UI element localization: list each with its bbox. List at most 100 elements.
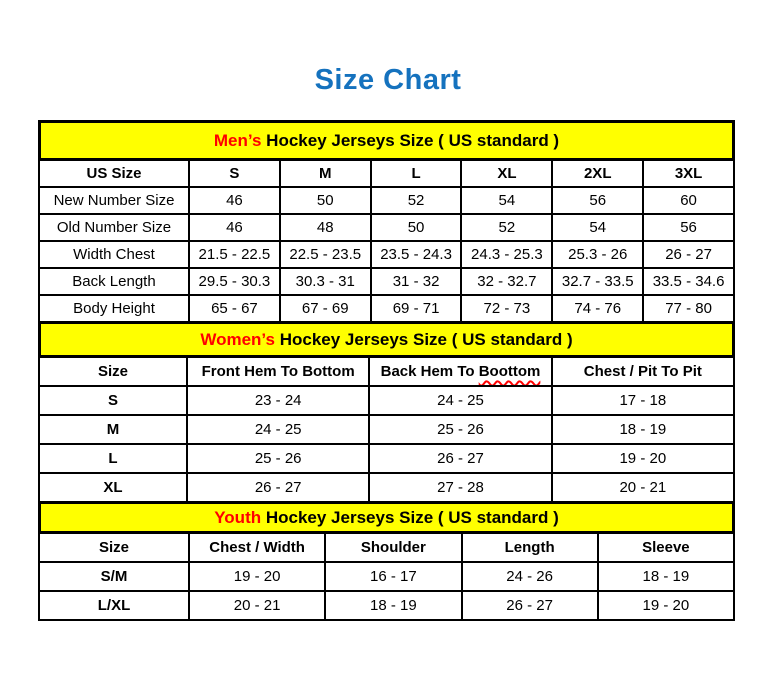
table-cell: 23.5 - 24.3 xyxy=(369,240,463,269)
column-header: Length xyxy=(460,532,599,563)
table-cell: 23 - 24 xyxy=(185,385,371,416)
column-header: US Size xyxy=(38,159,190,188)
table-cell: 19 - 20 xyxy=(550,443,736,474)
column-header: Front Hem To Bottom xyxy=(185,356,371,387)
table-cell: 32.7 - 33.5 xyxy=(551,267,645,296)
section-youth: Youth Hockey Jerseys Size ( US standard … xyxy=(38,501,736,621)
table-cell: 19 - 20 xyxy=(187,561,327,592)
table-cell: 29.5 - 30.3 xyxy=(188,267,281,296)
table-cell: 56 xyxy=(642,213,735,242)
table-cell: 52 xyxy=(369,186,463,215)
table-cell: 20 - 21 xyxy=(550,472,736,503)
column-header: L xyxy=(369,159,463,188)
row-label: Back Length xyxy=(38,267,190,296)
table-cell: 26 - 27 xyxy=(368,443,553,474)
table-cell: 74 - 76 xyxy=(551,294,645,323)
table-cell: 46 xyxy=(188,186,281,215)
table-cell: 22.5 - 23.5 xyxy=(278,240,372,269)
row-label: S/M xyxy=(38,561,190,592)
table-cell: 27 - 28 xyxy=(368,472,553,503)
table-cell: 24 - 26 xyxy=(460,561,599,592)
section-womens: Women’s Hockey Jerseys Size ( US standar… xyxy=(38,321,736,503)
column-header: 3XL xyxy=(642,159,735,188)
table-cell: 69 - 71 xyxy=(369,294,463,323)
youth-section-header: Youth Hockey Jerseys Size ( US standard … xyxy=(38,501,735,534)
column-header: Shoulder xyxy=(324,532,463,563)
table-cell: 17 - 18 xyxy=(550,385,736,416)
table-cell: 25 - 26 xyxy=(368,414,553,445)
table-row: Body Height 65 - 67 67 - 69 69 - 71 72 - 73 7… xyxy=(38,294,735,323)
row-label: Old Number Size xyxy=(38,213,190,242)
table-cell: 25.3 - 26 xyxy=(551,240,645,269)
table-cell: 32 - 32.7 xyxy=(460,267,554,296)
table-cell: 20 - 21 xyxy=(187,590,327,621)
mens-header-text: Hockey Jerseys Size ( US standard ) xyxy=(261,130,560,150)
womens-header-text: Hockey Jerseys Size ( US standard ) xyxy=(274,329,573,349)
womens-highlight-label: Women’s xyxy=(200,329,275,349)
table-cell: 31 - 32 xyxy=(369,267,463,296)
table-cell: 46 xyxy=(188,213,281,242)
table-cell: 65 - 67 xyxy=(188,294,281,323)
table-row: S/M 19 - 20 16 - 17 24 - 26 18 - 19 xyxy=(38,561,736,592)
youth-header-text: Hockey Jerseys Size ( US standard ) xyxy=(261,507,559,527)
header-row: Size Front Hem To Bottom Back Hem To Boott… xyxy=(38,356,736,387)
table-cell: 48 xyxy=(278,213,372,242)
table-cell: 25 - 26 xyxy=(185,443,371,474)
table-cell: 16 - 17 xyxy=(324,561,463,592)
table-row: Back Length 29.5 - 30.3 30.3 - 31 31 - 32 32… xyxy=(38,267,735,296)
table-row: New Number Size 46 50 52 54 56 60 xyxy=(38,186,735,215)
table-cell: 50 xyxy=(278,186,372,215)
mens-size-table: US Size S M L XL 2XL 3XL New Number Size 46 50 52 5… xyxy=(38,159,735,323)
mens-highlight-label: Men’s xyxy=(213,130,262,150)
table-cell: 18 - 19 xyxy=(596,561,736,592)
column-header: Chest / Pit To Pit xyxy=(550,356,736,387)
misspelled-word: Boottom xyxy=(478,363,541,380)
column-header: S xyxy=(188,159,281,188)
column-header: M xyxy=(278,159,372,188)
row-label: M xyxy=(38,414,188,445)
section-mens: Men’s Hockey Jerseys Size ( US standard … xyxy=(38,120,735,323)
womens-section-header: Women’s Hockey Jerseys Size ( US standar… xyxy=(38,321,735,358)
table-cell: 67 - 69 xyxy=(278,294,372,323)
table-cell: 30.3 - 31 xyxy=(278,267,372,296)
column-header: Back Hem To Boottom xyxy=(368,356,553,387)
table-row: Width Chest 21.5 - 22.5 22.5 - 23.5 23.5 - … xyxy=(38,240,735,269)
row-label: Body Height xyxy=(38,294,190,323)
table-cell: 54 xyxy=(551,213,645,242)
row-label: XL xyxy=(38,472,188,503)
table-cell: 24.3 - 25.3 xyxy=(460,240,554,269)
column-header: Size xyxy=(38,532,190,563)
table-cell: 26 - 27 xyxy=(460,590,599,621)
table-cell: 52 xyxy=(460,213,554,242)
row-label: Width Chest xyxy=(38,240,190,269)
table-cell: 21.5 - 22.5 xyxy=(188,240,281,269)
table-cell: 33.5 - 34.6 xyxy=(642,267,735,296)
size-chart-tables: Men’s Hockey Jerseys Size ( US standard … xyxy=(38,120,736,621)
row-label: S xyxy=(38,385,188,416)
table-cell: 24 - 25 xyxy=(368,385,553,416)
youth-highlight-label: Youth xyxy=(214,507,262,527)
table-row: L/XL 20 - 21 18 - 19 26 - 27 19 - 20 xyxy=(38,590,736,621)
column-header: Chest / Width xyxy=(187,532,327,563)
table-cell: 18 - 19 xyxy=(550,414,736,445)
table-row: XL 26 - 27 27 - 28 20 - 21 xyxy=(38,472,736,503)
column-header: Size xyxy=(38,356,188,387)
womens-size-table: Size Front Hem To Bottom Back Hem To Boott… xyxy=(38,356,736,503)
mens-section-header: Men’s Hockey Jerseys Size ( US standard … xyxy=(38,120,735,161)
table-row: M 24 - 25 25 - 26 18 - 19 xyxy=(38,414,736,445)
column-header: Sleeve xyxy=(596,532,736,563)
row-label: L/XL xyxy=(38,590,190,621)
table-cell: 77 - 80 xyxy=(642,294,735,323)
table-row: L 25 - 26 26 - 27 19 - 20 xyxy=(38,443,736,474)
table-cell: 60 xyxy=(642,186,735,215)
table-cell: 26 - 27 xyxy=(185,472,371,503)
table-cell: 72 - 73 xyxy=(460,294,554,323)
table-cell: 56 xyxy=(551,186,645,215)
column-header: XL xyxy=(460,159,554,188)
row-label: L xyxy=(38,443,188,474)
table-cell: 54 xyxy=(460,186,554,215)
table-row: S 23 - 24 24 - 25 17 - 18 xyxy=(38,385,736,416)
header-row: Size Chest / Width Shoulder Length Sleeve xyxy=(38,532,736,563)
table-cell: 19 - 20 xyxy=(596,590,736,621)
table-cell: 24 - 25 xyxy=(185,414,371,445)
